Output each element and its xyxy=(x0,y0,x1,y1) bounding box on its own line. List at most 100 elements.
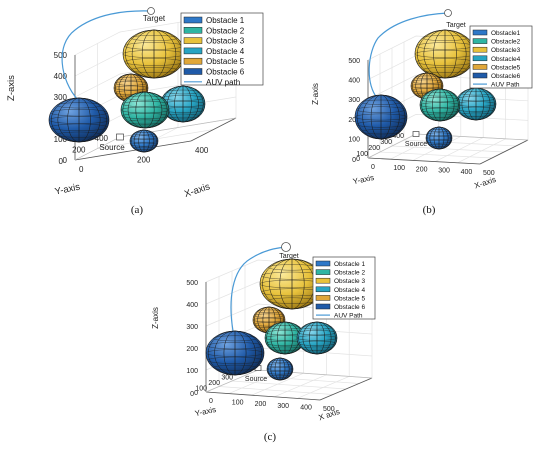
x-tick-label: 400 xyxy=(300,404,312,411)
obstacle-sphere-4 xyxy=(160,85,206,123)
x-axis-line xyxy=(205,391,321,401)
obstacle-sphere-2 xyxy=(419,88,461,122)
x-tick-label: 500 xyxy=(483,170,495,177)
legend-entry: Obstacle6 xyxy=(491,73,521,80)
gridline xyxy=(231,380,347,390)
y-tick-label: 400 xyxy=(95,134,109,143)
obstacles-c xyxy=(205,242,338,381)
legend-entry: Obstacle 2 xyxy=(334,270,365,277)
z-tick-label: 500 xyxy=(348,58,360,65)
x-axis-label: X axis xyxy=(317,407,341,422)
x-tick-label: 0 xyxy=(79,165,84,174)
obstacle-sphere-1 xyxy=(266,357,294,381)
x-axis-line xyxy=(367,157,481,165)
obstacle-sphere-2 xyxy=(120,91,170,129)
legend-swatch xyxy=(472,72,488,79)
obstacle-sphere-6 xyxy=(354,94,408,140)
y-axis-label: Y-axis xyxy=(194,405,217,418)
legend-swatch xyxy=(183,37,203,44)
source-label: Source xyxy=(99,143,125,152)
legend-entry: Obstacle 4 xyxy=(334,287,365,294)
y-tick-label: 200 xyxy=(208,380,220,387)
legend-entry: Obstacle 2 xyxy=(206,26,245,35)
y-tick-label: 0 xyxy=(190,391,194,398)
z-tick-label: 300 xyxy=(54,93,68,102)
y-tick-label: 300 xyxy=(380,139,392,146)
target-marker xyxy=(281,242,291,252)
legend-entry: Obstacle 6 xyxy=(334,304,365,311)
target-label: Target xyxy=(446,22,466,29)
legend-entry: AUV Path xyxy=(491,82,520,89)
legend-b: Obstacle1Obstacle2Obstacle3Obstacle4Obst… xyxy=(469,25,533,89)
source-label: Source xyxy=(405,141,427,148)
z-tick-label: 100 xyxy=(54,135,68,144)
z-tick-label: 100 xyxy=(186,368,198,375)
y-axis-label: Y-axis xyxy=(352,173,375,186)
y-tick-label: 100 xyxy=(356,151,368,158)
gridline xyxy=(218,386,334,395)
obstacle-sphere-1 xyxy=(425,126,453,150)
x-tick-label: 200 xyxy=(416,166,428,173)
legend-entry: Obstacle 1 xyxy=(334,261,365,268)
x-tick-label: 300 xyxy=(438,168,450,175)
legend-entry: AUV path xyxy=(206,78,240,87)
obstacle-sphere-6 xyxy=(48,97,110,143)
y-tick-label: 0 xyxy=(59,157,64,166)
auv-path xyxy=(230,246,287,332)
target-marker xyxy=(444,9,452,17)
x-tick-label: 100 xyxy=(393,165,405,172)
legend-entry: Obstacle4 xyxy=(491,56,521,63)
target-marker xyxy=(147,7,155,15)
auv-path xyxy=(368,12,449,99)
legend-swatch xyxy=(315,303,331,310)
legend-swatch xyxy=(315,286,331,293)
z-tick-label: 400 xyxy=(54,72,68,81)
obstacle-sphere-4 xyxy=(296,321,338,355)
obstacle-sphere-3 xyxy=(122,29,186,79)
z-axis-label: Z-axis xyxy=(6,75,17,101)
legend-entry: AUV Path xyxy=(334,313,363,320)
legend-swatch xyxy=(315,269,331,275)
auv-path xyxy=(61,10,152,101)
panel-caption-a: (a) xyxy=(131,204,144,216)
z-tick-label: 300 xyxy=(186,324,198,331)
z-tick-label: 200 xyxy=(348,117,360,124)
gridline xyxy=(391,145,505,153)
y-tick-label: 200 xyxy=(72,146,86,155)
legend-entry: Obstacle 3 xyxy=(206,37,245,46)
legend-swatch xyxy=(183,57,203,65)
obstacle-sphere-4 xyxy=(455,87,497,121)
obstacle-sphere-1 xyxy=(129,129,159,153)
panel-caption-c: (c) xyxy=(264,431,277,443)
source-marker xyxy=(116,133,124,141)
source-marker xyxy=(412,131,420,137)
legend-entry: Obstacle3 xyxy=(491,47,521,54)
x-tick-label: 500 xyxy=(323,406,335,413)
z-tick-label: 500 xyxy=(186,280,198,287)
z-tick-label: 400 xyxy=(348,78,360,85)
gridline xyxy=(379,151,493,159)
z-tick-label: 100 xyxy=(348,136,360,143)
legend-entry: Obstacle2 xyxy=(491,39,521,46)
y-tick-label: 300 xyxy=(221,375,233,382)
x-tick-label: 300 xyxy=(277,403,289,410)
floor-edge xyxy=(74,136,121,161)
obstacle-sphere-3 xyxy=(414,29,476,79)
x-tick-label: 0 xyxy=(371,164,375,171)
x-tick-label: 100 xyxy=(232,400,244,407)
legend-swatch xyxy=(472,38,488,44)
z-tick-label: 200 xyxy=(186,346,198,353)
obstacle-sphere-6 xyxy=(205,330,265,376)
floor-edge xyxy=(205,369,259,393)
z-tick-label: 400 xyxy=(186,302,198,309)
legend-swatch xyxy=(472,64,488,70)
x-axis-label: X-axis xyxy=(473,175,497,190)
panel-a: 010020030040050002004000200400 Z-axis Y-… xyxy=(6,7,264,216)
x-tick-label: 0 xyxy=(209,398,213,405)
y-axis-line xyxy=(319,377,373,401)
legend-entry: Obstacle 3 xyxy=(334,278,365,285)
